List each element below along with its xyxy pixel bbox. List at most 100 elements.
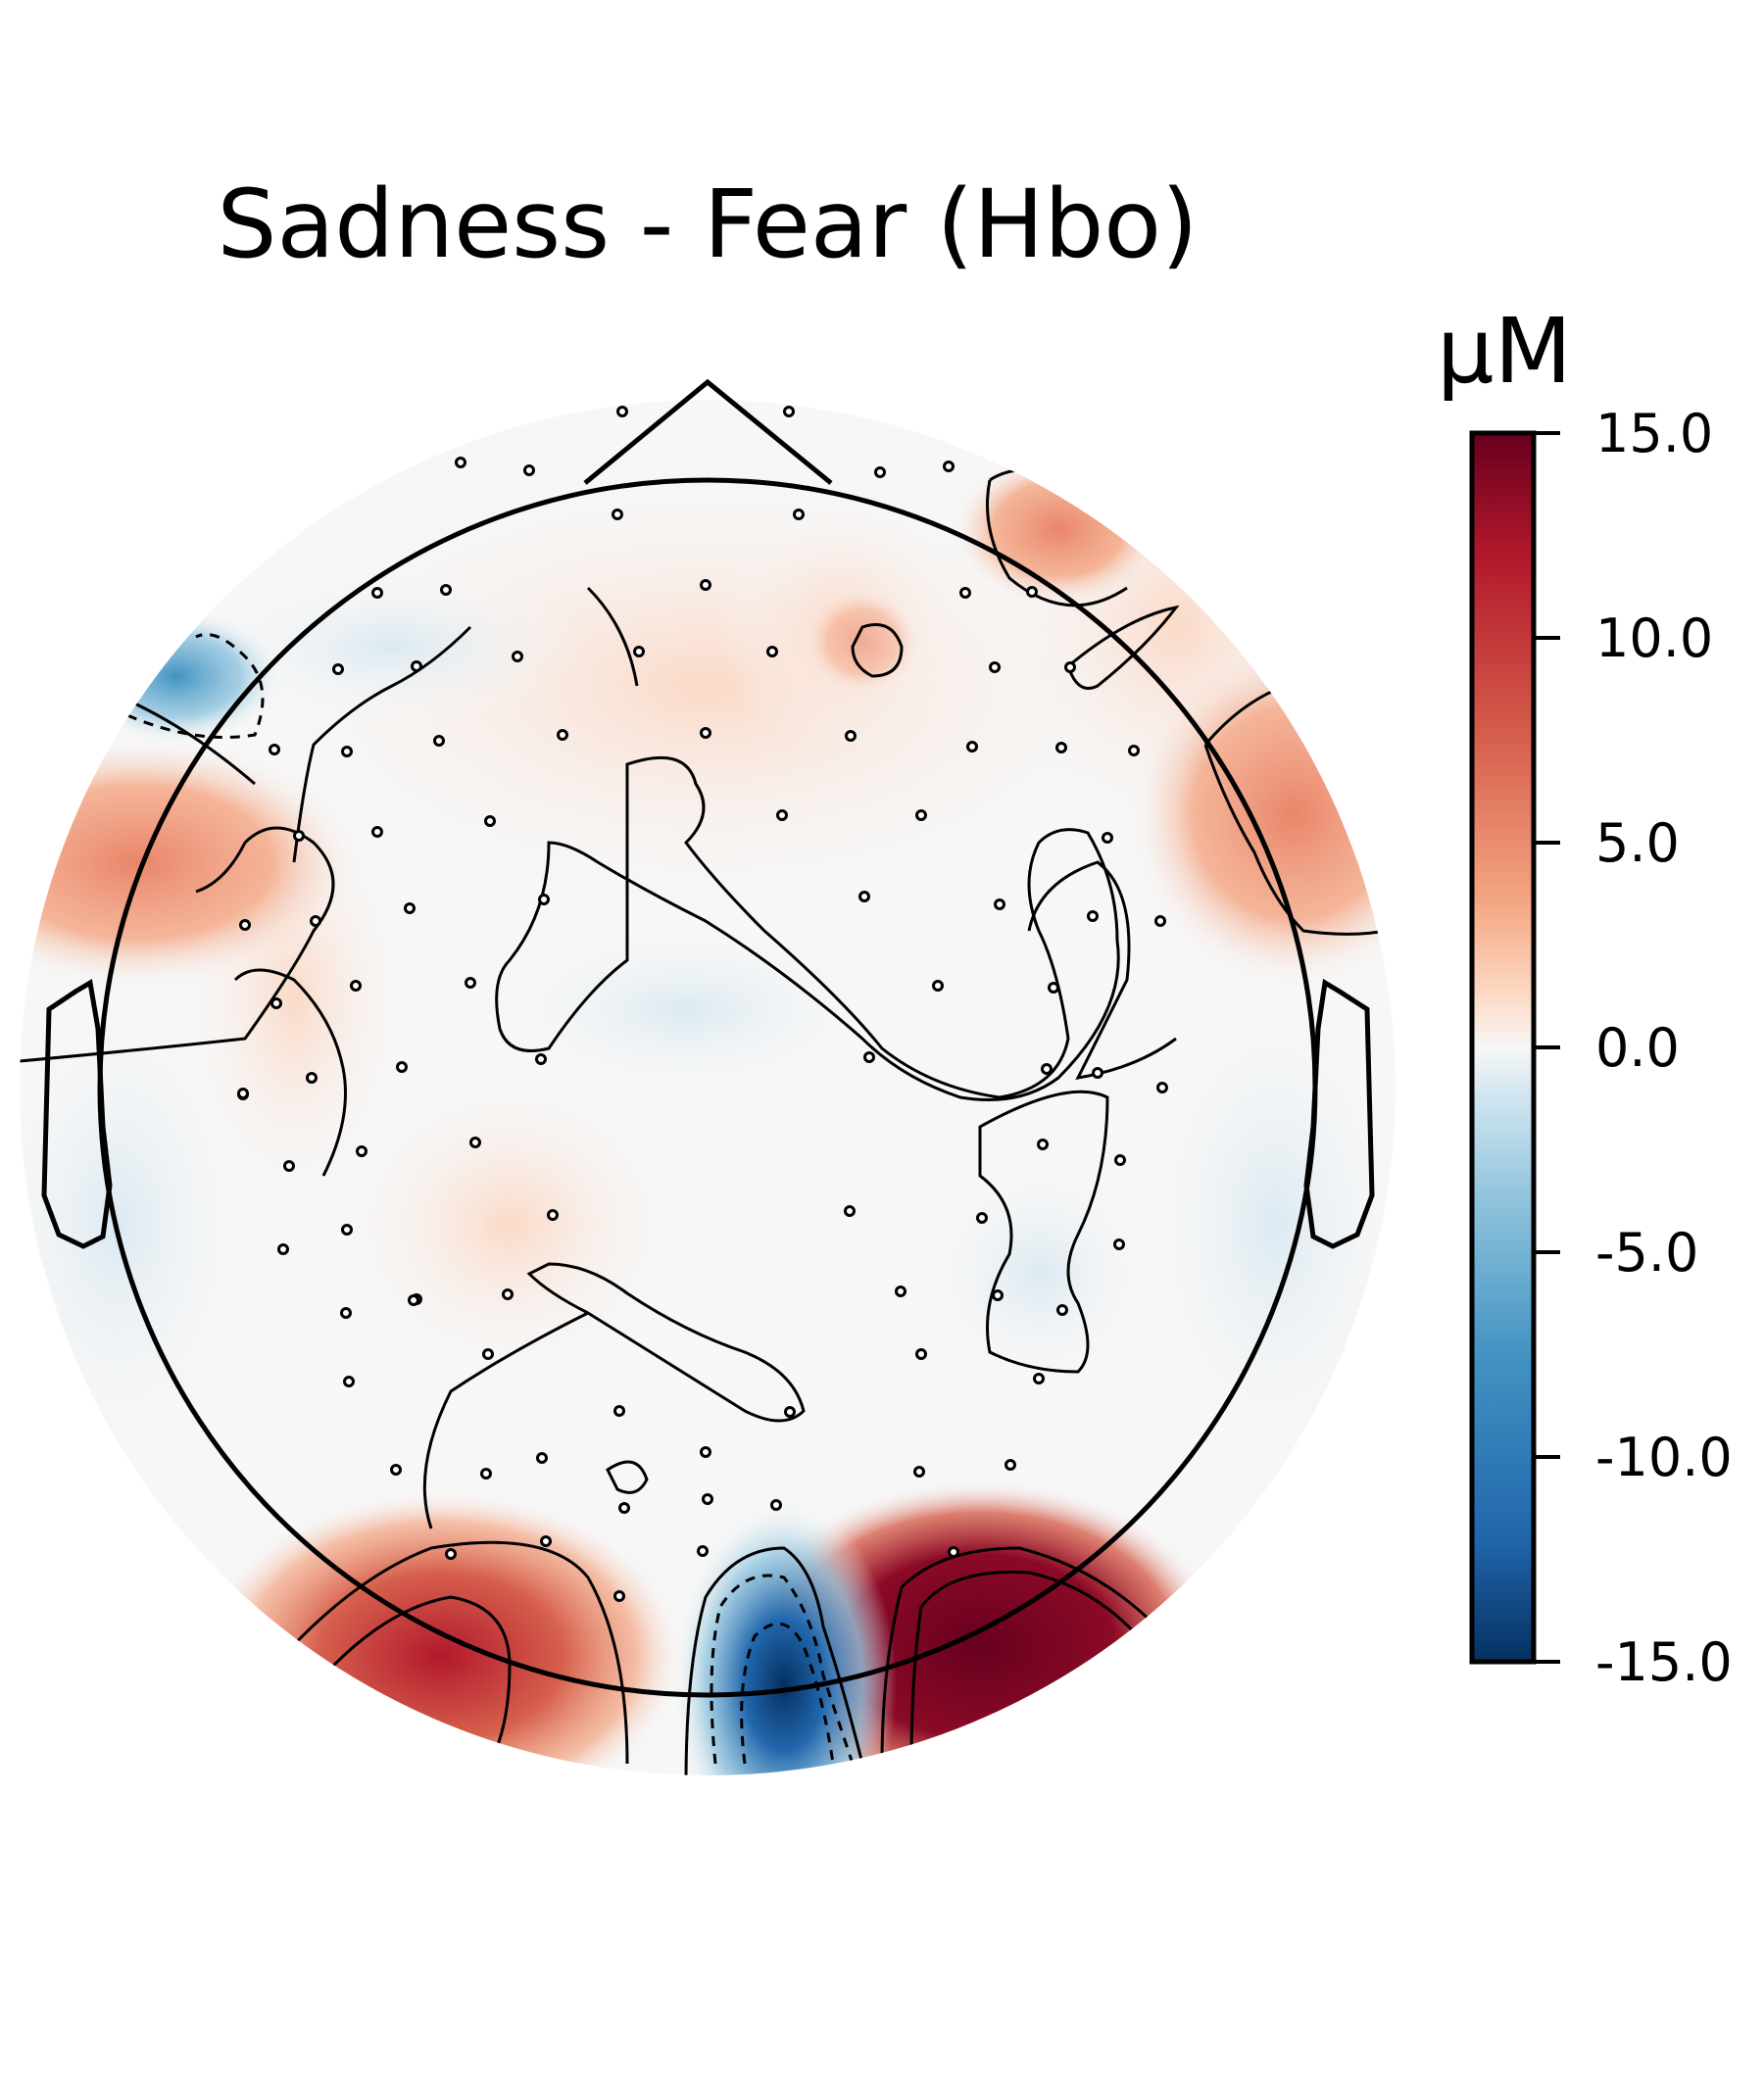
sensor-marker xyxy=(237,1088,249,1099)
sensor-marker xyxy=(766,646,778,657)
sensor-marker xyxy=(1154,915,1166,927)
sensor-marker xyxy=(239,919,251,931)
contour-mid-occ-neg-inner xyxy=(740,1622,835,1765)
sensor-marker xyxy=(915,1348,927,1360)
sensor-marker xyxy=(1041,1063,1053,1075)
nose-outline xyxy=(583,378,833,485)
sensor-marker xyxy=(932,980,944,992)
contour-frontal-sliver xyxy=(1066,605,1180,690)
colorbar-tick-label: -10.0 xyxy=(1595,1427,1733,1488)
left-ear-outline xyxy=(41,978,113,1249)
sensor-marker xyxy=(1156,1082,1168,1093)
sensor-marker xyxy=(700,727,711,739)
sensor-marker xyxy=(340,1307,352,1319)
sensor-marker xyxy=(1026,586,1038,598)
sensor-marker xyxy=(948,1546,959,1558)
sensor-marker xyxy=(371,826,383,838)
contour-right-temporal-bottom xyxy=(1203,744,1396,936)
sensor-marker xyxy=(1102,832,1113,844)
contour-left-strip xyxy=(233,968,347,1177)
colorbar-unit: µM xyxy=(1437,299,1572,404)
contour-center-loop xyxy=(526,1262,806,1423)
sensor-marker xyxy=(770,1499,782,1511)
sensor-marker xyxy=(702,1493,713,1505)
hotspot-right-frontal xyxy=(951,451,1166,607)
sensor-marker xyxy=(989,661,1001,673)
hotspot-left-occipital xyxy=(196,1489,686,1775)
head-outline xyxy=(41,378,1375,1698)
contour-mid-occ-neg-outer xyxy=(710,1574,855,1765)
sensor-marker xyxy=(1055,742,1067,753)
sensor-marker xyxy=(411,660,422,672)
contour-mid-occ-outer xyxy=(684,1546,864,1775)
contour-right-loop xyxy=(978,1090,1109,1374)
sensor-marker xyxy=(484,815,496,827)
colorbar-tick-label: -5.0 xyxy=(1595,1222,1698,1284)
sensor-marker xyxy=(633,646,645,657)
contour-left-occ-outer xyxy=(272,1540,629,1765)
colorbar-tick-label: 5.0 xyxy=(1595,812,1680,874)
sensor-marker xyxy=(277,1243,289,1255)
sensor-marker xyxy=(310,915,321,927)
sensor-marker xyxy=(959,587,971,599)
contour-frontal-small xyxy=(851,623,904,678)
sensor-marker xyxy=(1037,1139,1049,1150)
sensor-marker xyxy=(1064,661,1076,673)
sensor-marker xyxy=(390,1464,402,1476)
sensor-marker xyxy=(293,830,305,842)
sensor-marker xyxy=(700,1446,711,1458)
sensor-marker xyxy=(844,1205,856,1217)
sensor-marker xyxy=(1087,910,1099,922)
contour-left-frontal-neg xyxy=(126,633,265,739)
sensor-marker xyxy=(482,1348,494,1360)
sensor-marker xyxy=(613,1405,625,1417)
sensor-marker xyxy=(341,1224,353,1236)
sensor-markers xyxy=(237,406,1168,1602)
sensor-marker xyxy=(350,980,362,992)
sensor-marker xyxy=(616,406,628,417)
sensor-marker xyxy=(697,1545,709,1557)
sensor-marker xyxy=(408,1294,419,1306)
sensor-marker xyxy=(1048,982,1059,994)
colorbar-tick-label: 0.0 xyxy=(1595,1017,1680,1079)
sensor-marker xyxy=(455,457,466,468)
colorbar-tick-label: -15.0 xyxy=(1595,1631,1733,1693)
sensor-marker xyxy=(433,735,445,747)
sensor-marker xyxy=(547,1209,559,1221)
sensor-marker xyxy=(618,1502,630,1514)
sensor-marker xyxy=(992,1289,1004,1301)
right-ear-outline xyxy=(1303,978,1375,1249)
sensor-marker xyxy=(1128,745,1140,756)
sensor-marker xyxy=(858,891,870,902)
sensor-marker xyxy=(913,1466,925,1478)
sensor-marker xyxy=(1092,1067,1103,1079)
sensor-marker xyxy=(535,1053,547,1065)
sensor-marker xyxy=(613,1590,625,1602)
sensor-marker xyxy=(440,584,452,596)
sensor-marker xyxy=(404,902,416,914)
sensor-marker xyxy=(270,997,282,1009)
sensor-marker xyxy=(557,729,568,741)
sensor-marker xyxy=(895,1286,906,1297)
sensor-marker xyxy=(538,894,550,905)
contour-negative-lines xyxy=(126,633,855,1765)
sensor-marker xyxy=(966,741,978,752)
sensor-marker xyxy=(994,898,1005,910)
sensor-marker xyxy=(784,1406,796,1418)
contour-left-mid xyxy=(422,1311,589,1529)
contour-left-occ-inner xyxy=(331,1595,512,1765)
sensor-marker xyxy=(776,809,788,821)
topomap-field xyxy=(20,400,1396,1775)
sensor-marker xyxy=(343,1376,355,1387)
sensor-marker xyxy=(502,1288,514,1300)
colorbar-ticks: 15.0 10.0 5.0 0.0 -5.0 -10.0 -15.0 xyxy=(1534,403,1733,1693)
sensor-marker xyxy=(341,746,353,757)
sensor-marker xyxy=(863,1051,875,1063)
sensor-marker xyxy=(915,809,927,821)
sensor-marker xyxy=(523,464,535,476)
sensor-marker xyxy=(283,1160,295,1172)
contour-right-occ-inner xyxy=(909,1570,1149,1765)
sensor-marker xyxy=(1033,1373,1045,1384)
hotspot-mid-occipital xyxy=(671,1499,897,1775)
